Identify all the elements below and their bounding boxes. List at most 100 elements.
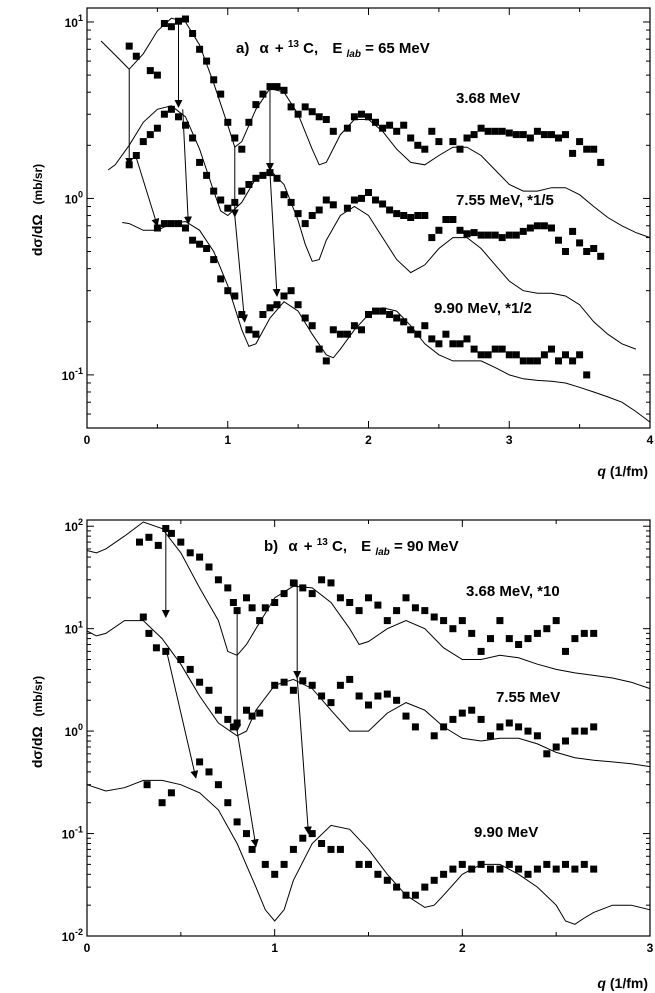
data-point xyxy=(435,226,443,234)
series-label-b-2: 7.55 MeV xyxy=(496,689,560,706)
data-point xyxy=(400,318,408,326)
data-point xyxy=(350,196,358,204)
data-point xyxy=(543,860,551,868)
data-point xyxy=(322,116,330,123)
data-point xyxy=(224,799,232,807)
data-point xyxy=(562,351,569,359)
data-point xyxy=(343,330,351,338)
data-point xyxy=(231,134,239,142)
data-point xyxy=(329,326,337,334)
data-point xyxy=(414,212,422,219)
data-point xyxy=(217,275,225,283)
plot-frame-a xyxy=(86,7,651,429)
data-point xyxy=(491,127,499,135)
data-point xyxy=(524,870,532,878)
data-point xyxy=(374,601,382,609)
data-point xyxy=(400,121,408,129)
data-point xyxy=(299,584,307,592)
data-point xyxy=(365,189,372,196)
data-point xyxy=(571,727,579,735)
data-point xyxy=(189,30,197,37)
data-point xyxy=(468,629,476,637)
data-point xyxy=(440,870,448,878)
data-point xyxy=(231,292,239,300)
data-point xyxy=(552,865,560,873)
data-point xyxy=(414,330,422,338)
data-point xyxy=(177,538,185,546)
data-point xyxy=(491,231,499,239)
panel-b-series-labels: 3.68 MeV, *10 7.55 MeV 9.90 MeV xyxy=(466,583,560,841)
data-point xyxy=(210,187,218,195)
data-point xyxy=(365,701,372,709)
data-point xyxy=(224,204,232,212)
data-point xyxy=(266,83,274,91)
data-point xyxy=(379,307,387,315)
data-point xyxy=(252,174,260,182)
data-point xyxy=(562,737,569,745)
data-point xyxy=(562,860,569,868)
data-point xyxy=(259,311,267,318)
data-point xyxy=(125,42,133,50)
data-point xyxy=(470,229,478,237)
data-point xyxy=(548,224,555,232)
x-tick-label: 0 xyxy=(84,941,91,955)
data-point xyxy=(336,681,344,689)
data-point xyxy=(205,768,213,776)
data-point xyxy=(280,86,288,94)
data-point xyxy=(583,145,591,153)
data-point xyxy=(456,226,464,234)
data-point xyxy=(162,647,170,655)
data-point xyxy=(160,110,168,118)
data-point xyxy=(526,134,534,142)
data-point xyxy=(555,357,562,365)
data-point xyxy=(205,563,213,571)
data-point xyxy=(256,617,264,625)
data-point xyxy=(468,865,476,873)
data-point xyxy=(374,692,382,700)
data-point xyxy=(526,357,534,365)
y-tick-label: 100 xyxy=(65,189,83,206)
data-point xyxy=(365,860,372,868)
data-point xyxy=(196,553,204,561)
data-point xyxy=(139,138,147,146)
data-point xyxy=(505,635,513,643)
data-point xyxy=(355,692,363,700)
data-point xyxy=(358,326,365,334)
data-point xyxy=(428,127,436,135)
transition-arrow xyxy=(234,215,248,323)
data-point xyxy=(139,613,147,621)
data-point xyxy=(289,686,297,694)
data-point xyxy=(421,212,429,219)
data-point xyxy=(430,613,438,621)
data-point xyxy=(280,191,288,199)
data-point xyxy=(294,110,302,118)
data-point xyxy=(533,357,541,365)
data-point xyxy=(411,723,419,731)
data-point xyxy=(315,113,323,121)
data-point xyxy=(301,314,309,322)
data-point xyxy=(182,224,189,232)
data-point xyxy=(590,723,598,731)
data-point xyxy=(273,83,281,91)
data-point xyxy=(533,865,541,873)
data-point xyxy=(590,245,598,252)
data-point xyxy=(167,529,175,537)
data-point xyxy=(308,590,316,598)
data-point xyxy=(576,239,584,247)
y-tick-label: 101 xyxy=(65,13,83,30)
data-point xyxy=(583,371,591,379)
data-point xyxy=(435,138,443,146)
data-point xyxy=(271,681,279,689)
data-point xyxy=(421,607,429,615)
data-point xyxy=(160,20,168,27)
data-point xyxy=(167,23,175,31)
data-point xyxy=(580,727,588,735)
data-point xyxy=(470,345,478,353)
data-point xyxy=(590,629,598,637)
data-point xyxy=(233,607,241,615)
data-point xyxy=(203,245,211,252)
data-point xyxy=(428,234,436,242)
fit-curve-b-3 xyxy=(86,779,651,925)
data-point xyxy=(543,750,551,758)
data-point xyxy=(498,345,506,353)
